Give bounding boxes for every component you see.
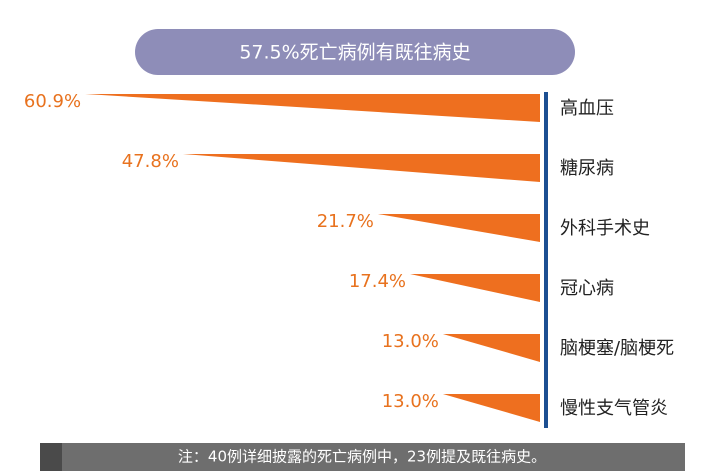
category-label: 冠心病 [560,278,614,299]
title-pill [135,29,575,75]
wedge-bar [410,274,540,302]
category-label: 外科手术史 [560,218,650,239]
category-label: 慢性支气管炎 [560,398,668,419]
wedge-bar [377,214,540,242]
wedge-bar [442,334,540,362]
wedge-bar [85,94,541,122]
value-label: 21.7% [317,211,374,232]
wedge-bar [182,154,540,182]
wedge-bar [442,394,540,422]
category-label: 脑梗塞/脑梗死 [560,338,674,359]
note: 注：40例详细披露的死亡病例中，23例提及既往病史。 [178,448,546,466]
category-label: 高血压 [560,98,614,119]
value-label: 17.4% [349,271,406,292]
note-accent [40,443,62,471]
value-label: 13.0% [382,331,439,352]
value-label: 47.8% [122,151,179,172]
value-label: 13.0% [382,391,439,412]
category-label: 糖尿病 [560,158,614,179]
value-label: 60.9% [24,91,81,112]
note-bar [40,443,685,471]
chart-title: 57.5%死亡病例有既往病史 [239,42,470,64]
